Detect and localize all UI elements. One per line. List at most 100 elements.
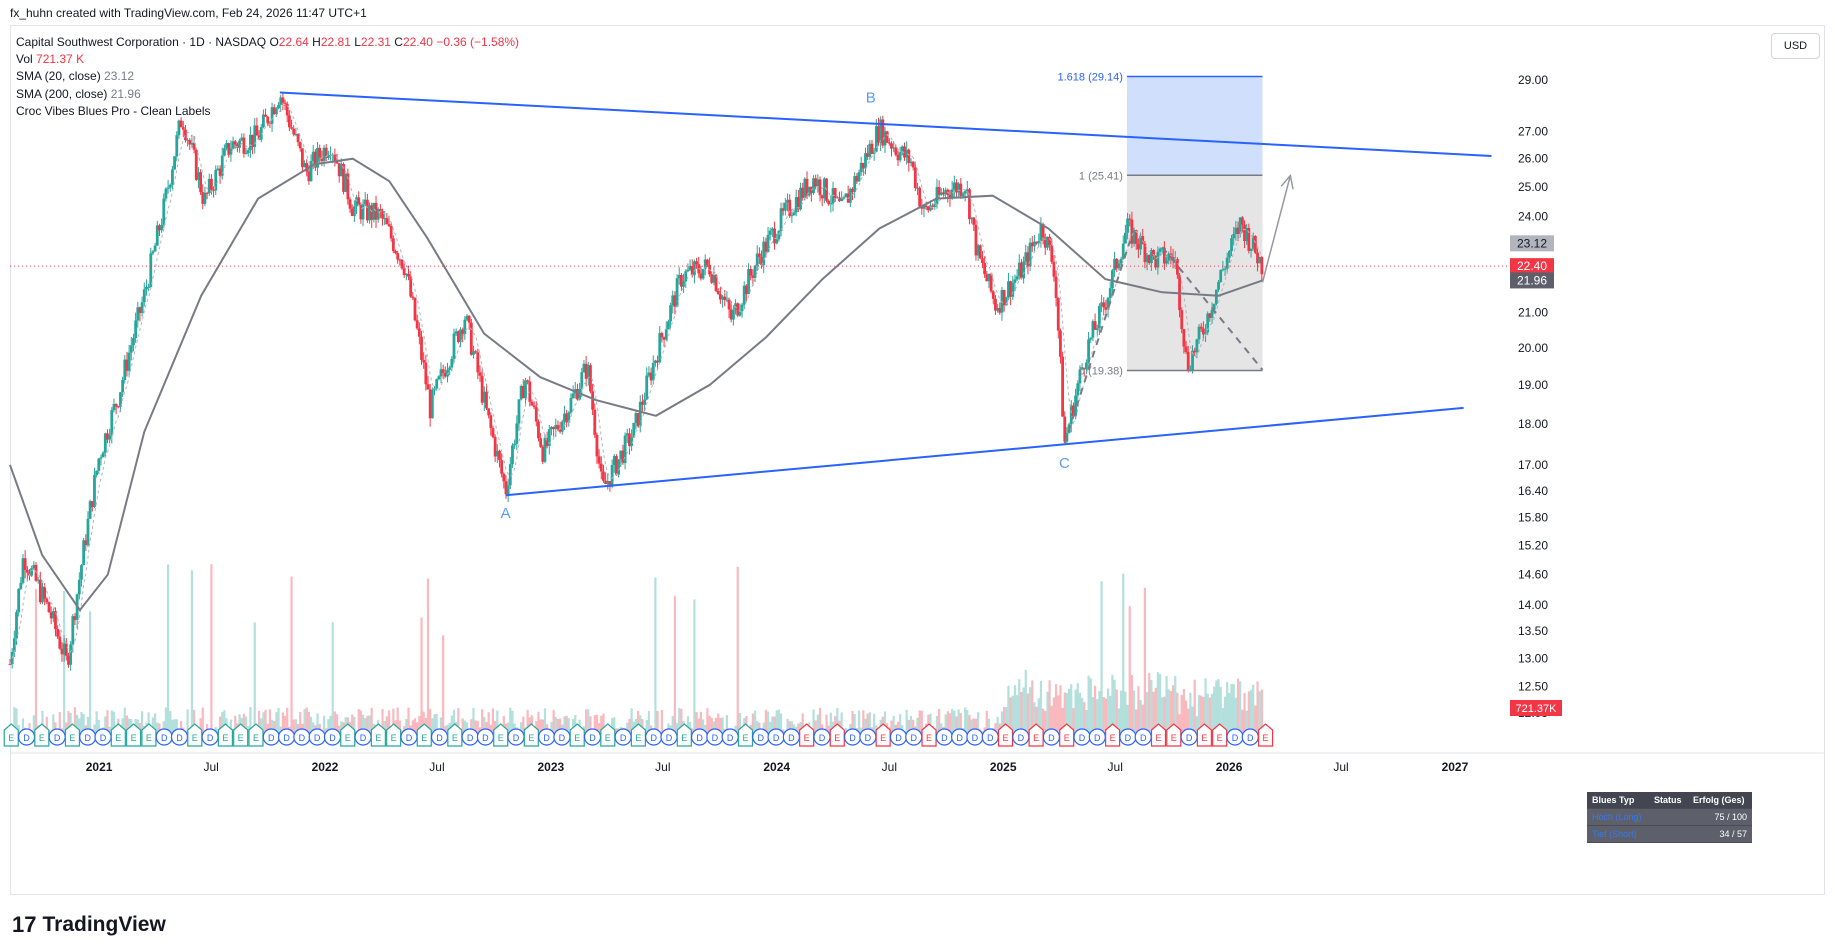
event-marker-label: E xyxy=(926,733,932,743)
currency-button[interactable]: USD xyxy=(1771,33,1820,59)
candle-body xyxy=(153,245,157,252)
candle-body xyxy=(342,163,345,192)
volume-bar xyxy=(110,710,113,740)
candle-body xyxy=(736,303,740,316)
volume-bar xyxy=(814,720,817,740)
candle-body xyxy=(246,150,250,153)
fib-level-label: 1.618 (29.14) xyxy=(1058,72,1123,84)
legend-indicator-row[interactable]: Croc Vibes Blues Pro - Clean Labels xyxy=(16,103,519,120)
volume-bar xyxy=(1184,700,1188,740)
legend-sma200-row[interactable]: SMA (200, close) 21.96 xyxy=(16,86,519,103)
price-tick-label: 16.40 xyxy=(1518,484,1548,498)
candle-body xyxy=(803,178,807,198)
candle-body xyxy=(638,401,642,427)
volume-bar xyxy=(671,715,674,740)
candle-body xyxy=(937,187,941,195)
candle-body xyxy=(729,309,733,320)
volume-bar xyxy=(751,713,754,740)
candle-body xyxy=(413,297,417,321)
legend-volume-row[interactable]: Vol 721.37 K xyxy=(16,51,519,68)
stats-header-type: Blues Typ xyxy=(1587,792,1649,809)
volume-bar xyxy=(1249,689,1253,740)
volume-bar xyxy=(1016,695,1019,740)
candle-body xyxy=(662,337,666,340)
candle-body xyxy=(541,446,545,462)
volume-bar xyxy=(678,707,681,740)
volume-bar xyxy=(948,713,952,740)
volume-bar xyxy=(905,709,908,740)
candle-body xyxy=(363,199,367,205)
candle-body xyxy=(307,171,311,182)
candle-body xyxy=(381,211,384,219)
candle-body xyxy=(1253,235,1257,253)
volume-bar xyxy=(1072,708,1075,740)
volume-bar xyxy=(125,715,129,740)
candle-body xyxy=(238,140,241,148)
volume-bar xyxy=(868,712,871,740)
volume-bar xyxy=(1161,697,1164,740)
candle-body xyxy=(240,137,244,141)
event-marker-label: E xyxy=(345,733,351,743)
volume-bar xyxy=(1195,716,1198,740)
upper-trendline xyxy=(279,91,1492,157)
symbol-name[interactable]: Capital Southwest Corporation · 1D · NAS… xyxy=(16,35,267,49)
candle-body xyxy=(77,579,81,595)
candle-body xyxy=(511,445,514,465)
fib-level-label: 0 (19.38) xyxy=(1079,366,1123,378)
candle-body xyxy=(352,206,356,216)
volume-bar xyxy=(1135,709,1138,740)
candle-body xyxy=(443,372,447,377)
volume-bar xyxy=(1009,697,1012,740)
volume-bar xyxy=(1171,685,1175,740)
volume-bar xyxy=(262,712,265,740)
event-marker-label: D xyxy=(895,733,902,743)
volume-bar xyxy=(1020,691,1023,740)
candle-body xyxy=(93,475,96,507)
volume-bar xyxy=(1191,706,1194,740)
event-marker-label: D xyxy=(972,733,979,743)
volume-bar xyxy=(112,711,116,740)
candle-body xyxy=(179,120,183,128)
volume-bar xyxy=(1152,691,1155,740)
volume-bar xyxy=(186,709,189,740)
event-marker-label: D xyxy=(1048,733,1055,743)
candle-body xyxy=(1028,242,1032,267)
candle-body xyxy=(469,322,473,355)
volume-bar xyxy=(63,591,66,740)
candle-body xyxy=(270,107,274,124)
legend-sma20-row[interactable]: SMA (20, close) 23.12 xyxy=(16,68,519,85)
candle-body xyxy=(686,269,690,272)
volume-bar xyxy=(141,711,144,740)
volume-bar xyxy=(1061,707,1064,740)
candle-body xyxy=(313,151,317,168)
candle-body xyxy=(127,352,131,371)
low-label: L xyxy=(354,35,361,49)
candle-body xyxy=(623,435,627,464)
candle-body xyxy=(43,586,47,599)
candle-body xyxy=(478,372,482,376)
volume-bar xyxy=(1163,696,1166,740)
candle-body xyxy=(885,131,889,143)
candle-body xyxy=(437,376,441,380)
volume-bar xyxy=(1245,710,1248,740)
event-marker-label: E xyxy=(238,733,244,743)
price-tick-label: 14.60 xyxy=(1518,568,1548,582)
time-tick-label: Jul xyxy=(429,760,444,774)
volume-bar xyxy=(1087,675,1090,740)
candle-body xyxy=(625,433,629,436)
close-value: 22.40 xyxy=(402,35,433,49)
candle-body xyxy=(474,351,478,353)
candle-body xyxy=(1145,255,1149,263)
legend-symbol-row[interactable]: Capital Southwest Corporation · 1D · NAS… xyxy=(16,34,519,51)
tradingview-logo[interactable]: 17 TradingView xyxy=(12,912,166,938)
fib-level-label: 1 (25.41) xyxy=(1079,170,1123,182)
event-marker-label: D xyxy=(161,733,168,743)
candle-body xyxy=(599,463,603,472)
volume-bar xyxy=(593,715,596,740)
volume-bar xyxy=(1096,699,1099,740)
volume-bar xyxy=(853,713,856,740)
volume-bar xyxy=(1167,689,1170,740)
candle-body xyxy=(933,204,937,207)
volume-bar xyxy=(892,715,895,740)
